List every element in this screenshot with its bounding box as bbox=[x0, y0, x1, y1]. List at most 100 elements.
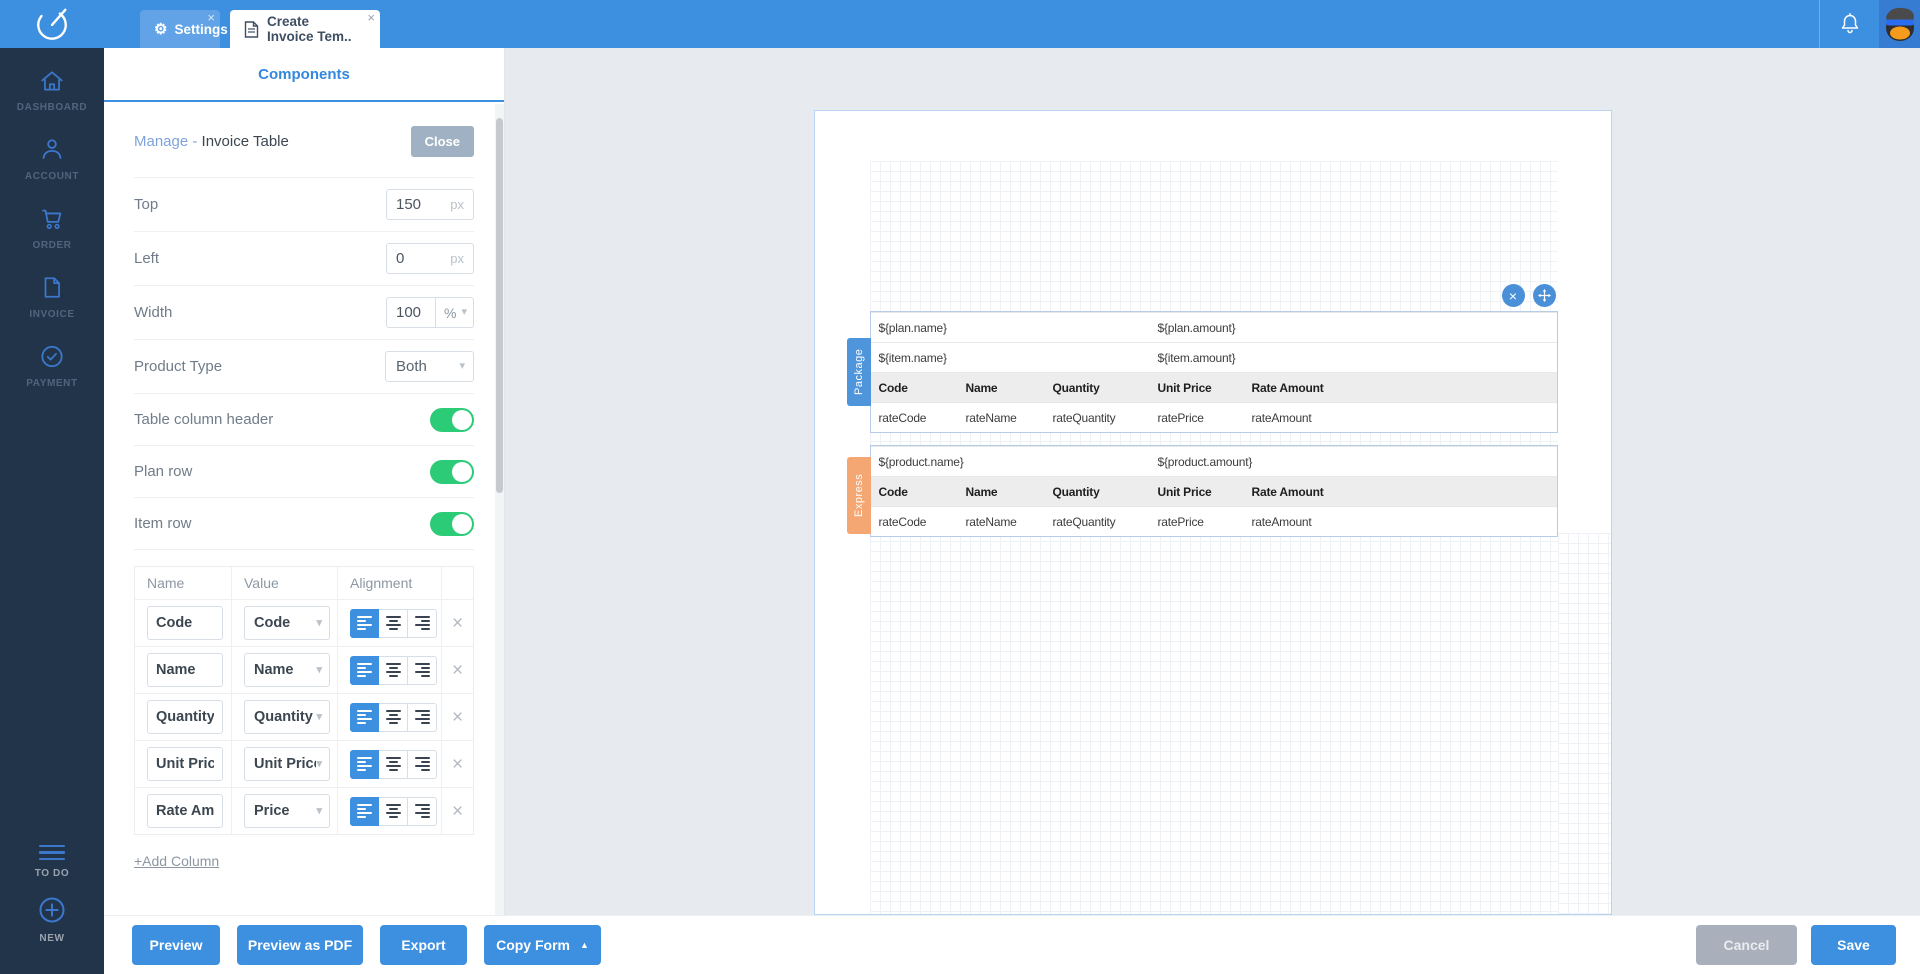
logo-icon bbox=[37, 8, 67, 40]
column-value-select[interactable]: Unit Price ▾ bbox=[244, 747, 330, 781]
item-row-toggle[interactable] bbox=[430, 511, 474, 536]
panel-scrollbar[interactable] bbox=[495, 104, 504, 915]
delete-column-icon[interactable]: × bbox=[451, 612, 464, 634]
cancel-button[interactable]: Cancel bbox=[1696, 925, 1797, 965]
bell-icon bbox=[1841, 13, 1858, 34]
preview-button[interactable]: Preview bbox=[132, 925, 220, 965]
column-value: Quantity bbox=[254, 709, 313, 725]
menu-icon bbox=[39, 844, 65, 860]
column-header-row: Code Name Quantity Unit Price Rate Amoun… bbox=[870, 476, 1557, 506]
design-grid bbox=[1557, 533, 1611, 914]
align-center-button[interactable] bbox=[379, 796, 408, 826]
column-name-input[interactable] bbox=[147, 700, 223, 734]
align-left-icon bbox=[357, 616, 372, 630]
align-left-button[interactable] bbox=[350, 702, 379, 732]
copy-form-button[interactable]: Copy Form ▲ bbox=[484, 925, 601, 965]
toggle-knob bbox=[452, 461, 472, 482]
align-left-button[interactable] bbox=[350, 655, 379, 685]
align-center-icon bbox=[385, 804, 401, 818]
sidebar-item-order[interactable]: ORDER bbox=[0, 205, 104, 251]
unit-label: px bbox=[450, 197, 464, 212]
tab-create-invoice-template[interactable]: Create Invoice Tem.. × bbox=[230, 10, 380, 48]
unit-label: % bbox=[444, 304, 457, 321]
close-button[interactable]: Close bbox=[410, 126, 474, 157]
express-tab[interactable]: Express bbox=[846, 457, 871, 534]
column-name-input[interactable] bbox=[147, 653, 223, 687]
align-left-button[interactable] bbox=[350, 749, 379, 779]
toggle-label: Table column header bbox=[134, 411, 274, 428]
notifications-button[interactable] bbox=[1820, 12, 1879, 36]
scrollbar-thumb[interactable] bbox=[496, 118, 503, 493]
align-right-button[interactable] bbox=[408, 702, 437, 732]
align-left-icon bbox=[357, 663, 372, 677]
column-name-input[interactable] bbox=[147, 794, 223, 828]
align-right-button[interactable] bbox=[408, 608, 437, 638]
package-section[interactable]: Package ${plan.name} ${plan.amount} ${it… bbox=[846, 311, 1558, 433]
user-avatar[interactable] bbox=[1879, 0, 1920, 48]
preview-as-pdf-button[interactable]: Preview as PDF bbox=[237, 925, 363, 965]
align-center-button[interactable] bbox=[379, 655, 408, 685]
rate-cell: rateQuantity bbox=[1052, 514, 1116, 529]
header-cell: Code bbox=[878, 484, 908, 499]
column-name-input[interactable] bbox=[147, 747, 223, 781]
express-section[interactable]: Express ${product.name} ${product.amount… bbox=[846, 445, 1558, 537]
header-cell: Quantity bbox=[1052, 380, 1100, 395]
top-bar: ⚙ Settings × Create Invoice Tem.. × bbox=[0, 0, 1920, 48]
align-center-button[interactable] bbox=[379, 702, 408, 732]
header-cell: Unit Price bbox=[1157, 484, 1212, 499]
align-right-button[interactable] bbox=[408, 749, 437, 779]
product-amount-cell: ${product.amount} bbox=[1157, 454, 1253, 469]
remove-component-button[interactable]: × bbox=[1501, 284, 1525, 307]
sidebar-item-account[interactable]: ACCOUNT bbox=[0, 136, 104, 182]
invoice-table-component[interactable]: × Package ${plan.name} bbox=[846, 284, 1558, 537]
component-name: Invoice Table bbox=[201, 133, 289, 150]
column-value-select[interactable]: Price ▾ bbox=[244, 794, 330, 828]
align-right-button[interactable] bbox=[408, 655, 437, 685]
sidebar-item-payment[interactable]: PAYMENT bbox=[0, 343, 104, 389]
left-input[interactable] bbox=[387, 250, 437, 267]
align-center-button[interactable] bbox=[379, 749, 408, 779]
sidebar-item-new[interactable]: NEW bbox=[0, 895, 104, 944]
plus-circle-icon bbox=[39, 897, 65, 923]
export-button[interactable]: Export bbox=[380, 925, 467, 965]
delete-column-icon[interactable]: × bbox=[451, 659, 464, 681]
move-component-handle[interactable] bbox=[1532, 284, 1556, 307]
sidebar-item-todo[interactable]: TO DO bbox=[0, 844, 104, 879]
app-logo[interactable] bbox=[0, 0, 104, 48]
sidebar-label: INVOICE bbox=[29, 309, 75, 320]
add-column-link[interactable]: +Add Column bbox=[134, 853, 220, 869]
tab-settings[interactable]: ⚙ Settings × bbox=[140, 10, 228, 48]
tab-create-invoice-close-icon[interactable]: × bbox=[367, 10, 375, 25]
delete-column-icon[interactable]: × bbox=[451, 706, 464, 728]
sidebar-item-dashboard[interactable]: DASHBOARD bbox=[0, 68, 104, 113]
width-input[interactable] bbox=[387, 304, 435, 321]
top-input[interactable] bbox=[387, 196, 437, 213]
align-right-icon bbox=[414, 757, 430, 771]
tab-settings-close-icon[interactable]: × bbox=[207, 10, 215, 25]
tab-bar: ⚙ Settings × Create Invoice Tem.. × bbox=[140, 10, 380, 48]
column-name-input[interactable] bbox=[147, 606, 223, 640]
manage-link[interactable]: Manage - bbox=[134, 133, 198, 150]
align-left-button[interactable] bbox=[350, 608, 379, 638]
column-header-name: Name bbox=[135, 567, 232, 599]
align-right-button[interactable] bbox=[408, 796, 437, 826]
align-center-button[interactable] bbox=[379, 608, 408, 638]
sidebar-item-invoice[interactable]: INVOICE bbox=[0, 274, 104, 320]
column-value-select[interactable]: Code ▾ bbox=[244, 606, 330, 640]
template-page[interactable]: × Package ${plan.name} bbox=[813, 110, 1612, 915]
column-value-select[interactable]: Quantity ▾ bbox=[244, 700, 330, 734]
table-column-header-toggle[interactable] bbox=[430, 407, 474, 432]
delete-column-icon[interactable]: × bbox=[451, 753, 464, 775]
plan-row-toggle[interactable] bbox=[430, 459, 474, 484]
rate-cell: rateQuantity bbox=[1052, 410, 1116, 425]
left-input-group: px bbox=[386, 243, 474, 274]
header-cell: Name bbox=[965, 380, 998, 395]
align-left-button[interactable] bbox=[350, 796, 379, 826]
package-tab[interactable]: Package bbox=[846, 338, 871, 406]
column-value-select[interactable]: Name ▾ bbox=[244, 653, 330, 687]
delete-column-icon[interactable]: × bbox=[451, 800, 464, 822]
save-button[interactable]: Save bbox=[1811, 925, 1896, 965]
product-type-select[interactable]: Both ▾ bbox=[385, 351, 474, 382]
width-unit-select[interactable]: % ▾ bbox=[435, 298, 474, 327]
align-center-icon bbox=[385, 757, 401, 771]
